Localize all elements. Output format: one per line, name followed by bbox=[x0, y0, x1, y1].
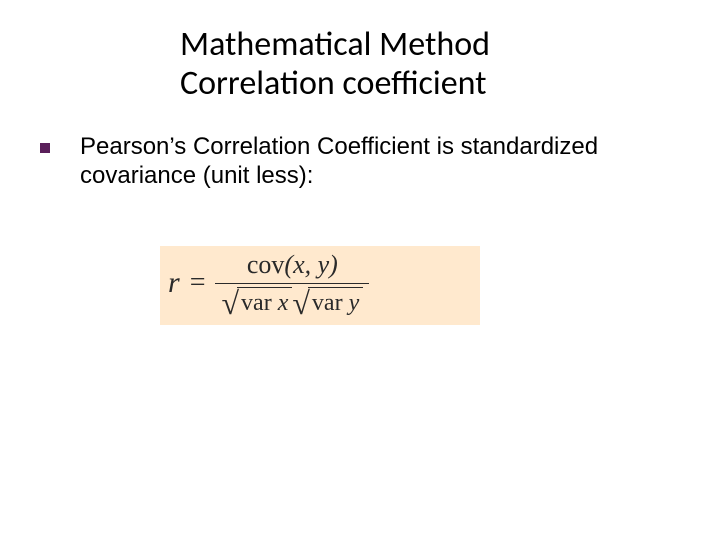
pearson-formula: r = cov(x, y) √ var x bbox=[168, 250, 472, 317]
radical-icon: √ bbox=[221, 289, 239, 319]
var-arg-x: x bbox=[272, 290, 289, 316]
bullet-text: Pearson’s Correlation Coefficient is sta… bbox=[80, 133, 630, 191]
formula-box: r = cov(x, y) √ var x bbox=[160, 246, 480, 325]
sqrt-var-y: √ var y bbox=[292, 287, 363, 317]
fraction-bar bbox=[215, 283, 369, 284]
equals-sign: = bbox=[190, 267, 206, 299]
denominator: √ var x √ var y bbox=[215, 287, 369, 317]
slide: Mathematical Method Correlation coeffici… bbox=[0, 0, 720, 540]
square-bullet-icon bbox=[40, 143, 50, 153]
fraction: cov(x, y) √ var x √ var bbox=[215, 250, 369, 317]
var-fn-2: var bbox=[312, 290, 343, 316]
cov-args: (x, y) bbox=[284, 250, 337, 279]
slide-body: Pearson’s Correlation Coefficient is sta… bbox=[30, 133, 690, 325]
var-fn-1: var bbox=[241, 290, 272, 316]
slide-title: Mathematical Method Correlation coeffici… bbox=[180, 25, 690, 103]
title-line-1: Mathematical Method bbox=[180, 25, 690, 64]
var-arg-y: y bbox=[343, 290, 360, 316]
formula-lhs: r bbox=[168, 266, 180, 300]
radical-icon: √ bbox=[292, 289, 310, 319]
radicand-var-x: var x bbox=[237, 287, 292, 317]
sqrt-var-x: √ var x bbox=[221, 287, 292, 317]
radicand-var-y: var y bbox=[308, 287, 363, 317]
cov-function: cov bbox=[247, 250, 285, 279]
title-line-2: Correlation coefficient bbox=[180, 64, 690, 103]
numerator: cov(x, y) bbox=[241, 250, 344, 280]
bullet-item: Pearson’s Correlation Coefficient is sta… bbox=[40, 133, 630, 191]
